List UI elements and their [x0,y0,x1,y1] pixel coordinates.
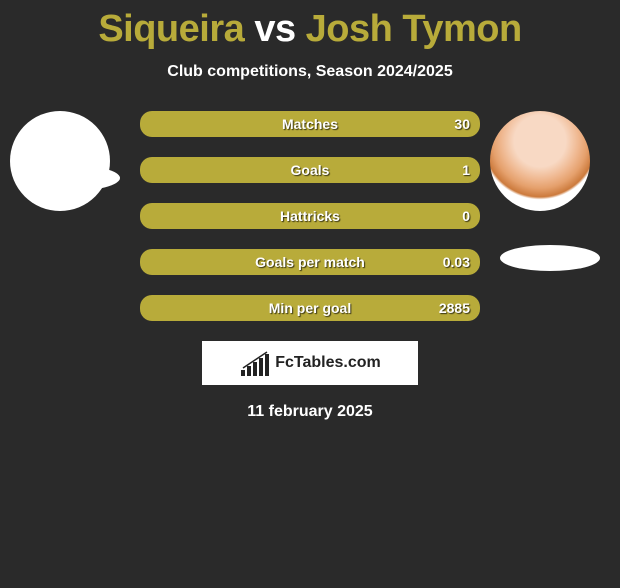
player2-badge [500,245,600,271]
bar-label: Hattricks [280,208,340,224]
bar-label: Goals [291,162,330,178]
bar-value-right: 0 [462,208,470,224]
stat-bars: Matches 30 Goals 1 Hattricks 0 Goals per match… [140,111,480,321]
stat-bar: Goals per match 0.03 [140,249,480,275]
bar-chart-icon [239,350,271,376]
stat-bar: Goals 1 [140,157,480,183]
player2-name: Josh Tymon [306,8,522,50]
source-logo: FcTables.com [202,341,418,385]
stat-bar: Hattricks 0 [140,203,480,229]
player1-badge [20,165,120,191]
date-text: 11 february 2025 [0,403,620,421]
bar-value-right: 2885 [439,300,470,316]
logo-text: FcTables.com [275,354,381,372]
bar-label: Matches [282,116,338,132]
bar-label: Goals per match [255,254,365,270]
comparison-stage: Matches 30 Goals 1 Hattricks 0 Goals per match… [0,111,620,321]
subtitle: Club competitions, Season 2024/2025 [0,63,620,81]
bar-value-right: 30 [454,116,470,132]
stat-bar: Min per goal 2885 [140,295,480,321]
bar-label: Min per goal [269,300,351,316]
stat-bar: Matches 30 [140,111,480,137]
bar-value-right: 0.03 [443,254,470,270]
comparison-title: Siqueira vs Josh Tymon [0,8,620,51]
player1-name: Siqueira [98,8,244,50]
vs-separator: vs [254,8,295,50]
player2-avatar [490,111,590,211]
bar-value-right: 1 [462,162,470,178]
player1-avatar [10,111,110,211]
